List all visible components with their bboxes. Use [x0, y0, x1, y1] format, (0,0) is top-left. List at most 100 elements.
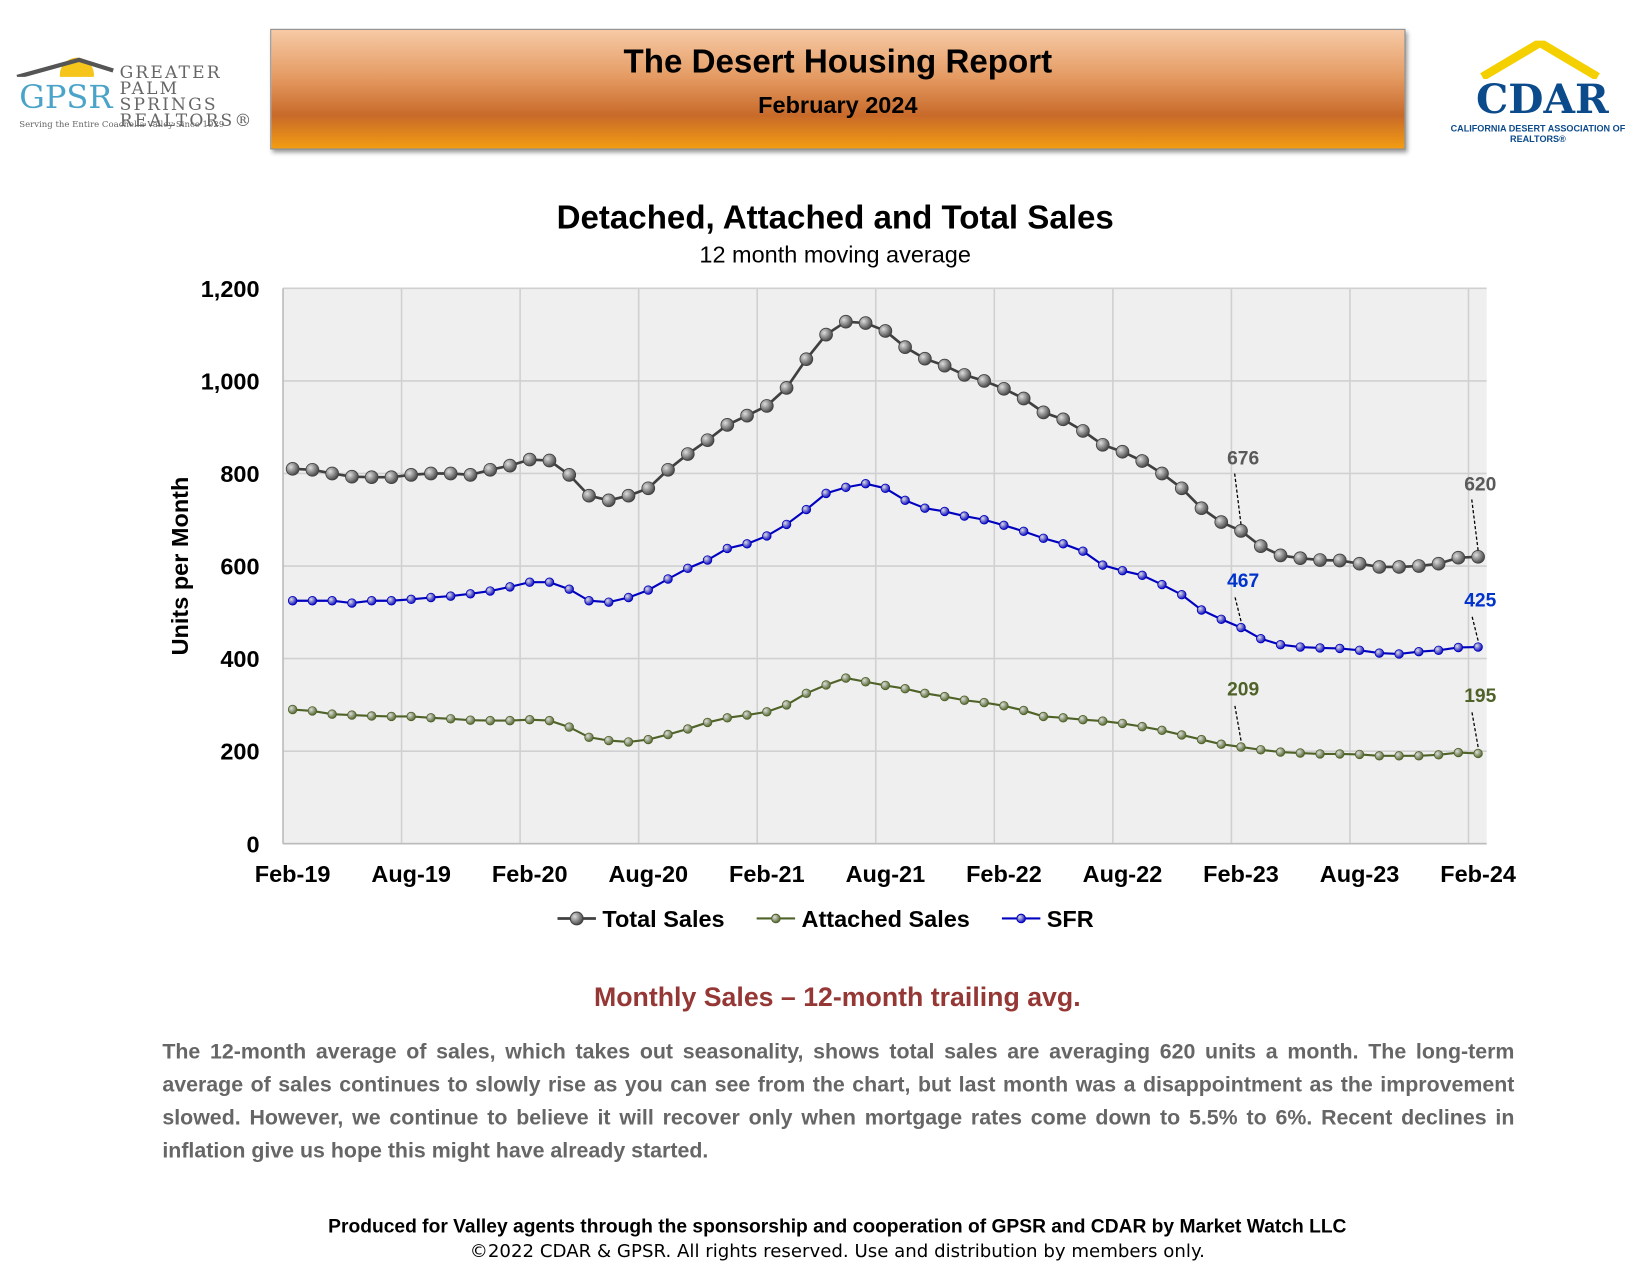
data-point	[601, 493, 616, 508]
x-tick-label: Aug-23	[1320, 861, 1400, 887]
data-point	[999, 701, 1009, 711]
data-point	[544, 715, 555, 726]
data-point	[860, 478, 871, 489]
data-point	[1196, 605, 1207, 615]
data-point	[1253, 539, 1268, 553]
data-point	[287, 596, 298, 606]
data-point	[483, 462, 498, 477]
data-point	[1473, 642, 1483, 652]
data-point	[722, 713, 733, 723]
legend-marker	[771, 913, 781, 924]
data-point	[702, 555, 713, 565]
data-point	[1471, 549, 1485, 564]
x-tick-label: Aug-22	[1083, 861, 1163, 887]
data-point	[1433, 645, 1444, 655]
data-label: 620	[1464, 475, 1496, 496]
data-point	[1275, 747, 1286, 757]
data-point	[406, 594, 416, 605]
data-point	[1137, 721, 1147, 732]
section-title: Monthly Sales – 12-month trailing avg.	[593, 982, 1081, 1013]
data-point	[1095, 437, 1110, 452]
x-tick-label: Aug-19	[371, 861, 451, 887]
data-label: 467	[1227, 571, 1259, 592]
data-point	[1256, 745, 1266, 755]
body-text: The 12-month average of sales, which tak…	[162, 1040, 1515, 1164]
data-point	[762, 531, 772, 541]
data-point	[801, 688, 812, 699]
data-point	[1256, 634, 1266, 644]
data-point	[386, 596, 397, 606]
leader-line	[1233, 595, 1242, 622]
leader-line	[1471, 614, 1479, 641]
data-point	[307, 706, 318, 716]
data-point	[1354, 645, 1365, 655]
data-point	[957, 368, 972, 382]
data-point	[801, 504, 812, 515]
data-point	[1177, 730, 1187, 740]
y-tick-label: 400	[220, 646, 259, 672]
data-point	[821, 680, 831, 690]
data-point	[722, 543, 733, 554]
data-point	[1157, 579, 1167, 590]
data-point	[1137, 570, 1147, 580]
data-point	[819, 327, 833, 342]
data-point	[584, 732, 594, 742]
cdar-abbr: CDAR	[1475, 74, 1609, 123]
data-point	[702, 717, 713, 728]
data-point	[463, 468, 478, 482]
banner: The Desert Housing Report February 2024	[270, 28, 1406, 150]
data-point	[1194, 501, 1209, 516]
data-point	[918, 351, 932, 366]
data-point	[503, 458, 517, 473]
data-point	[1018, 526, 1029, 537]
data-point	[525, 577, 535, 587]
data-point	[740, 408, 754, 423]
data-point	[327, 596, 337, 606]
data-point	[345, 469, 359, 484]
data-label: 209	[1227, 680, 1259, 701]
data-point	[564, 584, 574, 594]
x-tick-label: Feb-22	[966, 861, 1042, 887]
data-point	[663, 729, 673, 740]
data-point	[366, 711, 377, 721]
data-point	[285, 462, 300, 476]
data-point	[325, 466, 339, 481]
data-point	[445, 714, 456, 724]
data-point	[1056, 412, 1071, 427]
y-tick-label: 800	[220, 461, 259, 487]
data-label: 676	[1227, 449, 1259, 470]
data-point	[880, 483, 891, 493]
y-tick-label: 1,000	[201, 368, 260, 394]
data-point	[525, 714, 535, 725]
data-point	[900, 495, 910, 506]
data-point	[623, 737, 634, 747]
legend-marker	[1016, 913, 1026, 924]
data-point	[1335, 749, 1345, 759]
data-point	[443, 466, 458, 481]
chart-subtitle: 12 month moving average	[699, 242, 971, 268]
data-point	[937, 358, 952, 373]
gpsr-abbr: GPSR	[19, 79, 113, 117]
data-point	[347, 598, 357, 608]
data-point	[1036, 405, 1051, 420]
x-tick-label: Aug-21	[846, 861, 926, 887]
data-point	[1117, 565, 1128, 576]
data-point	[327, 709, 337, 719]
gpsr-logo-mark	[14, 57, 117, 86]
data-point	[900, 683, 910, 694]
x-tick-label: Feb-20	[492, 861, 568, 887]
data-point	[1335, 643, 1345, 654]
footer-credit: Produced for Valley agents through the s…	[328, 1215, 1347, 1237]
data-point	[1155, 466, 1169, 481]
data-point	[939, 691, 950, 702]
data-point	[1196, 734, 1207, 745]
data-point	[858, 316, 873, 330]
data-point	[1275, 640, 1286, 650]
data-point	[841, 482, 851, 493]
data-label: 195	[1464, 686, 1496, 707]
data-point	[1234, 524, 1248, 538]
data-point	[1115, 444, 1130, 459]
x-tick-label: Feb-21	[729, 861, 805, 887]
